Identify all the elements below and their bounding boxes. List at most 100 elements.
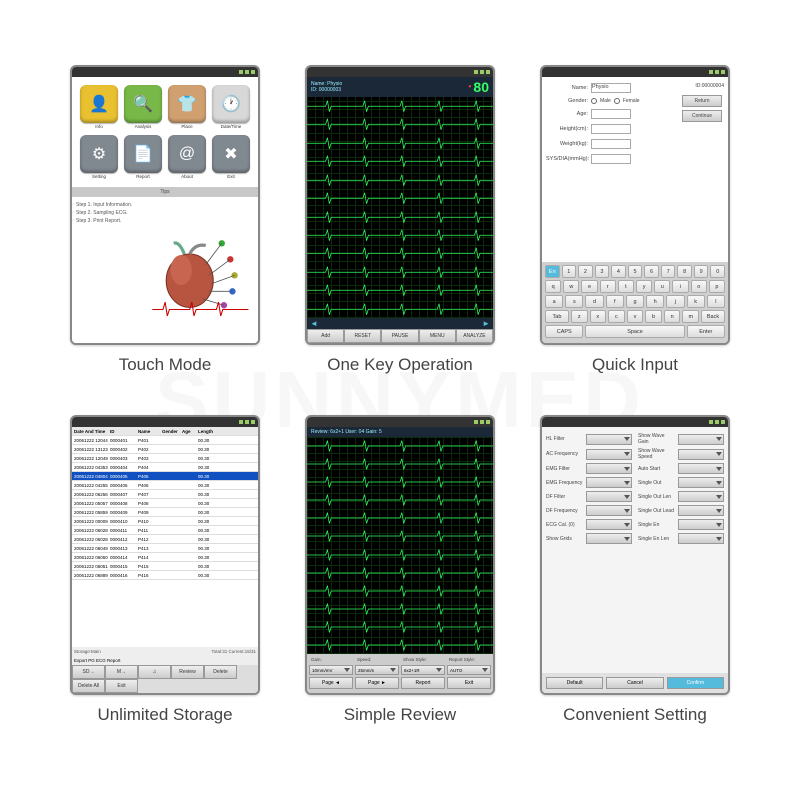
- table-row[interactable]: 20061222 042550000406P40600.30: [72, 481, 258, 490]
- key-0[interactable]: 0: [710, 265, 725, 278]
- app-icon-setting[interactable]: ⚙: [80, 135, 118, 173]
- input-age[interactable]: [591, 109, 631, 119]
- review-select[interactable]: AUTO: [447, 665, 491, 675]
- table-row[interactable]: 20061222 060280000412P41200.30: [72, 535, 258, 544]
- table-row[interactable]: 20061222 131230000402P40200.30: [72, 445, 258, 454]
- setting-select[interactable]: [678, 505, 724, 516]
- key-u[interactable]: u: [654, 280, 670, 293]
- key-enter[interactable]: Enter: [687, 325, 725, 338]
- key-j[interactable]: j: [666, 295, 684, 308]
- table-row[interactable]: 20061222 043530000404P40400.30: [72, 463, 258, 472]
- storage-btn[interactable]: SD→: [72, 665, 105, 679]
- radio-male[interactable]: [591, 98, 597, 104]
- setting-select[interactable]: [586, 505, 632, 516]
- storage-btn[interactable]: Exit: [105, 679, 138, 693]
- key-h[interactable]: h: [646, 295, 664, 308]
- review-select[interactable]: 6x2+1R: [401, 665, 445, 675]
- app-icon-date/time[interactable]: 🕐: [212, 85, 250, 123]
- key-tab[interactable]: Tab: [545, 310, 569, 323]
- storage-btn[interactable]: Delete: [204, 665, 237, 679]
- confirm-button[interactable]: Confirm: [667, 677, 724, 689]
- table-row[interactable]: 20061222 120440000401P40100.30: [72, 436, 258, 445]
- key-l[interactable]: l: [707, 295, 725, 308]
- table-row[interactable]: 20061222 048040000405P40500.30: [72, 472, 258, 481]
- radio-female[interactable]: [614, 98, 620, 104]
- setting-select[interactable]: [586, 533, 632, 544]
- key-1[interactable]: 1: [562, 265, 577, 278]
- table-row[interactable]: 20061222 068890000416P41600.30: [72, 571, 258, 580]
- key-e[interactable]: e: [581, 280, 597, 293]
- continue-button[interactable]: Continue: [682, 110, 722, 122]
- key-r[interactable]: r: [600, 280, 616, 293]
- nav-right-icon[interactable]: ►: [482, 319, 490, 328]
- table-row[interactable]: 20061222 050570000408P40800.30: [72, 499, 258, 508]
- key-v[interactable]: v: [627, 310, 644, 323]
- key-p[interactable]: p: [709, 280, 725, 293]
- table-row[interactable]: 20061222 060280000411P41100.30: [72, 526, 258, 535]
- key-caps[interactable]: CAPS: [545, 325, 583, 338]
- key-t[interactable]: t: [618, 280, 634, 293]
- key-d[interactable]: d: [585, 295, 603, 308]
- table-row[interactable]: 20061222 120490000403P40300.30: [72, 454, 258, 463]
- input-name[interactable]: Physio: [591, 83, 631, 93]
- key-7[interactable]: 7: [661, 265, 676, 278]
- ecg-pause-button[interactable]: PAUSE: [381, 329, 418, 343]
- setting-select[interactable]: [586, 519, 632, 530]
- table-row[interactable]: 20061222 000090000410P41000.30: [72, 517, 258, 526]
- app-icon-exit[interactable]: ✖: [212, 135, 250, 173]
- review-btn[interactable]: Page ◄: [309, 677, 353, 689]
- key-3[interactable]: 3: [595, 265, 610, 278]
- storage-btn[interactable]: Delete All: [72, 679, 105, 693]
- setting-select[interactable]: [678, 449, 724, 460]
- key-b[interactable]: b: [645, 310, 662, 323]
- key-5[interactable]: 5: [628, 265, 643, 278]
- table-row[interactable]: 20061222 058590000409P40900.30: [72, 508, 258, 517]
- storage-btn[interactable]: ♫: [138, 665, 171, 679]
- cancel-button[interactable]: Cancel: [606, 677, 663, 689]
- key-z[interactable]: z: [571, 310, 588, 323]
- setting-select[interactable]: [678, 519, 724, 530]
- key-w[interactable]: w: [563, 280, 579, 293]
- key-2[interactable]: 2: [578, 265, 593, 278]
- key-f[interactable]: f: [606, 295, 624, 308]
- ecg-add-button[interactable]: Add: [307, 329, 344, 343]
- setting-select[interactable]: [678, 533, 724, 544]
- key-x[interactable]: x: [590, 310, 607, 323]
- setting-select[interactable]: [586, 434, 632, 445]
- key-i[interactable]: i: [672, 280, 688, 293]
- storage-btn[interactable]: Review: [171, 665, 204, 679]
- ecg-menu-button[interactable]: MENU: [419, 329, 456, 343]
- key-8[interactable]: 8: [677, 265, 692, 278]
- table-row[interactable]: 20061222 060510000415P41500.30: [72, 562, 258, 571]
- input-heightcm[interactable]: [591, 124, 631, 134]
- key-m[interactable]: m: [682, 310, 699, 323]
- setting-select[interactable]: [678, 434, 724, 445]
- table-row[interactable]: 20061222 060500000414P41400.30: [72, 553, 258, 562]
- setting-select[interactable]: [586, 491, 632, 502]
- key-k[interactable]: k: [687, 295, 705, 308]
- key-en[interactable]: En: [545, 265, 560, 278]
- key-o[interactable]: o: [691, 280, 707, 293]
- setting-select[interactable]: [586, 477, 632, 488]
- ecg-analyze-button[interactable]: ANALYZE: [456, 329, 493, 343]
- key-q[interactable]: q: [545, 280, 561, 293]
- review-select[interactable]: 10mm/mV: [309, 665, 353, 675]
- default-button[interactable]: Default: [546, 677, 603, 689]
- input-weightkg[interactable]: [591, 139, 631, 149]
- key-a[interactable]: a: [545, 295, 563, 308]
- key-back[interactable]: Back: [701, 310, 725, 323]
- app-icon-info[interactable]: 👤: [80, 85, 118, 123]
- key-y[interactable]: y: [636, 280, 652, 293]
- app-icon-analysis[interactable]: 🔍: [124, 85, 162, 123]
- key-g[interactable]: g: [626, 295, 644, 308]
- review-select[interactable]: 25mm/s: [355, 665, 399, 675]
- storage-btn[interactable]: M→: [105, 665, 138, 679]
- setting-select[interactable]: [678, 491, 724, 502]
- setting-select[interactable]: [586, 449, 632, 460]
- key-4[interactable]: 4: [611, 265, 626, 278]
- table-row[interactable]: 20061222 060490000413P41300.30: [72, 544, 258, 553]
- app-icon-report[interactable]: 📄: [124, 135, 162, 173]
- review-btn[interactable]: Exit: [447, 677, 491, 689]
- setting-select[interactable]: [678, 463, 724, 474]
- key-space[interactable]: Space: [585, 325, 684, 338]
